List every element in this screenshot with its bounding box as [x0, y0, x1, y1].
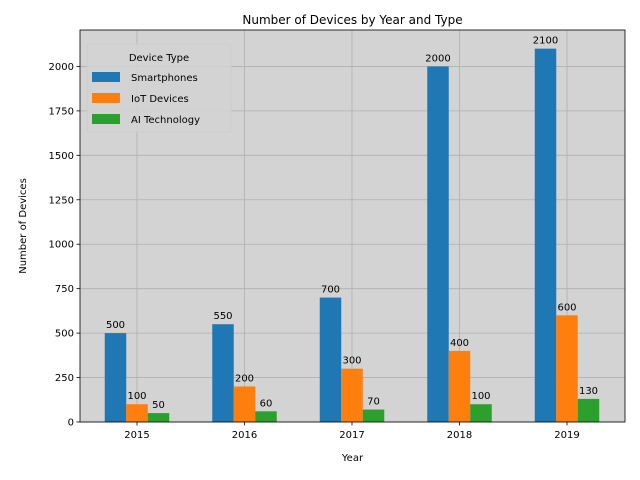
x-tick-label: 2017	[339, 430, 364, 441]
y-tick-label: 0	[68, 418, 74, 429]
bar	[212, 324, 234, 422]
bar	[362, 409, 385, 422]
bar	[470, 404, 492, 422]
y-axis-title: Number of Devices	[18, 178, 29, 274]
bar	[577, 398, 600, 422]
legend-entry-label: IoT Devices	[131, 94, 189, 105]
x-axis-title: Year	[341, 453, 364, 464]
legend: Device Type Smartphones IoT Devices AI Tec…	[86, 43, 232, 133]
legend-swatch	[92, 72, 120, 82]
x-tick-label: 2016	[232, 430, 257, 441]
legend-entry-label: AI Technology	[131, 115, 200, 126]
bar-value-label: 2000	[425, 53, 450, 64]
y-tick-label: 1500	[49, 151, 74, 162]
bar	[104, 333, 127, 422]
bar	[448, 350, 471, 422]
legend-title: Device Type	[129, 53, 189, 64]
bar-value-label: 2100	[533, 36, 558, 47]
bar-value-label: 600	[557, 302, 576, 313]
bar	[341, 368, 363, 422]
bar-value-label: 550	[213, 311, 232, 322]
bar	[147, 413, 170, 422]
bar	[319, 297, 342, 422]
y-tick-label: 1000	[49, 240, 74, 251]
bar	[534, 48, 557, 423]
y-tick-label: 1750	[49, 106, 74, 117]
value-labels: 500 550 700 2000 2100 100 200 300 400 600 50 60 70 10…	[106, 36, 598, 411]
bar-value-label: 60	[260, 398, 273, 409]
y-tick-label: 2000	[49, 62, 74, 73]
x-tick-label: 2015	[124, 430, 149, 441]
bar-value-label: 100	[127, 391, 146, 402]
chart-title: Number of Devices by Year and Type	[242, 13, 462, 27]
legend-entry-label: Smartphones	[131, 73, 198, 84]
bar-value-label: 700	[321, 285, 340, 296]
bar	[233, 386, 256, 422]
y-tick-label: 750	[55, 284, 74, 295]
bar-value-label: 200	[235, 373, 254, 384]
bars	[104, 48, 600, 423]
plot-frame	[79, 29, 626, 423]
y-tick-label: 1250	[49, 195, 74, 206]
bar-value-label: 70	[367, 397, 380, 408]
y-tick-label: 250	[55, 373, 74, 384]
bar-value-label: 500	[106, 320, 125, 331]
x-axis: 2015 2016 2017 2018 2019	[124, 422, 580, 441]
bar-value-label: 50	[152, 400, 165, 411]
bar	[556, 315, 578, 422]
y-tick-label: 500	[55, 329, 74, 340]
bar-value-label: 300	[342, 356, 361, 367]
bar	[427, 66, 449, 422]
legend-swatch	[92, 93, 120, 103]
x-tick-label: 2019	[554, 430, 579, 441]
bar-value-label: 400	[450, 338, 469, 349]
bar	[126, 404, 148, 422]
bar-value-label: 100	[471, 391, 490, 402]
bar	[255, 411, 277, 422]
legend-swatch	[92, 114, 120, 124]
y-axis: 0 250 500 750 1000 1250 1500 1750 2000	[49, 62, 80, 429]
x-tick-label: 2018	[447, 430, 472, 441]
legend-box	[86, 43, 232, 133]
bar-value-label: 130	[579, 386, 598, 397]
